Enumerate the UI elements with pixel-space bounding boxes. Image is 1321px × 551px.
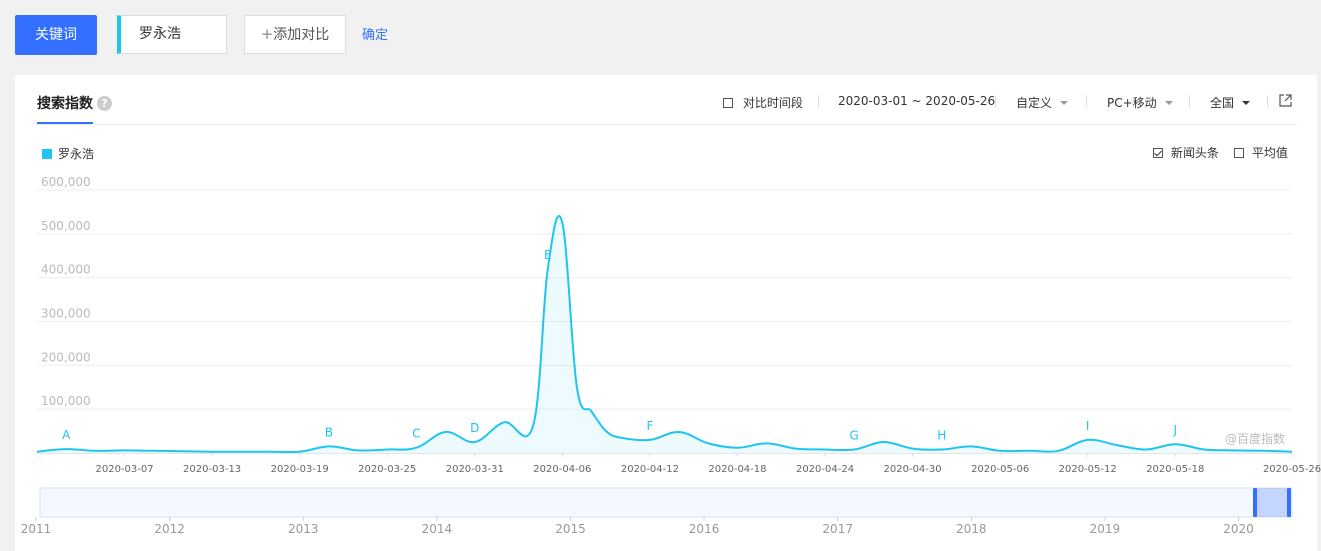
x-tick-label: 2020-04-24: [796, 464, 854, 475]
overview-year-label: 2014: [422, 522, 453, 536]
chart-annotations: A B C D E F G H I J: [62, 248, 1177, 443]
region-label: 全国: [1210, 96, 1235, 110]
search-index-panel: 搜索指数 ? 对比时间段 2020-03-01 ~ 2020-05-26 自定义…: [15, 75, 1317, 551]
x-tick-label: 2020-05-06: [971, 464, 1029, 475]
news-annotation-a[interactable]: A: [62, 428, 71, 442]
tab-search-index[interactable]: 搜索指数: [37, 96, 93, 112]
y-axis: 100,000 200,000 300,000 400,000 500,000 600,0…: [41, 175, 91, 408]
overview-year-label: 2016: [689, 522, 720, 536]
x-tick-label: 2020-04-06: [533, 464, 591, 475]
help-icon[interactable]: ?: [97, 96, 112, 111]
overview-year-label: 2012: [154, 522, 185, 536]
external-link-icon[interactable]: [1279, 94, 1292, 107]
y-tick-label: 200,000: [41, 350, 91, 364]
x-axis: 2020-03-07 2020-03-13 2020-03-19 2020-03-25…: [95, 453, 1321, 475]
overview-track: [39, 487, 1293, 518]
news-headlines-checkbox[interactable]: [1153, 148, 1163, 158]
news-annotation-f[interactable]: F: [646, 419, 653, 433]
y-tick-label: 500,000: [41, 219, 91, 233]
series-area: [37, 215, 1292, 453]
chart-series: [36, 215, 1293, 454]
x-tick-label: 2020-03-31: [446, 464, 504, 475]
keyword-toolbar: 关键词 罗永浩 +添加对比 确定: [0, 0, 1321, 75]
x-tick-label: 2020-05-18: [1146, 464, 1204, 475]
news-annotation-d[interactable]: D: [470, 421, 479, 435]
news-annotation-b[interactable]: B: [325, 425, 333, 439]
average-toggle[interactable]: 平均值: [1234, 144, 1288, 161]
divider: [1086, 95, 1087, 107]
legend-swatch: [42, 149, 52, 159]
overview-year-label: 2020: [1223, 522, 1254, 536]
news-annotation-i[interactable]: I: [1086, 419, 1090, 433]
legend[interactable]: 罗永浩: [42, 145, 94, 162]
range-mode-label: 自定义: [1016, 96, 1053, 110]
range-mode-select[interactable]: 自定义: [1016, 94, 1069, 111]
divider: [1267, 95, 1268, 107]
series-line[interactable]: [36, 215, 1293, 454]
y-tick-label: 600,000: [41, 175, 91, 189]
add-compare-label: 添加对比: [273, 27, 330, 43]
news-annotation-h[interactable]: H: [937, 428, 946, 442]
compare-period-checkbox[interactable]: [723, 98, 733, 108]
chevron-down-icon: [1060, 101, 1069, 105]
chevron-down-icon: [1164, 101, 1173, 105]
compare-period-toggle[interactable]: 对比时间段: [723, 94, 803, 111]
news-headlines-toggle[interactable]: 新闻头条: [1153, 144, 1219, 161]
x-tick-label: 2020-05-12: [1059, 464, 1117, 475]
legend-label: 罗永浩: [58, 147, 95, 161]
divider: [1189, 95, 1190, 107]
keyword-button[interactable]: 关键词: [15, 15, 97, 55]
news-annotation-g[interactable]: G: [850, 428, 859, 442]
device-select[interactable]: PC+移动: [1107, 94, 1173, 111]
y-tick-label: 300,000: [41, 307, 91, 321]
overview-brush-left-handle[interactable]: [1253, 488, 1257, 517]
news-headlines-label: 新闻头条: [1170, 146, 1219, 160]
average-label: 平均值: [1251, 146, 1288, 160]
chart-gridlines: [37, 189, 1292, 454]
news-annotation-j[interactable]: J: [1172, 423, 1177, 437]
x-tick-label: 2020-03-19: [271, 464, 329, 475]
x-tick-label: 2020-05-26: [1263, 464, 1321, 475]
overview-brush[interactable]: [1255, 488, 1289, 517]
active-tab-indicator: [37, 122, 93, 124]
x-tick-label: 2020-04-12: [621, 464, 679, 475]
header-divider: [37, 124, 1297, 125]
news-annotation-c[interactable]: C: [412, 427, 420, 441]
chevron-down-icon: [1242, 101, 1251, 105]
x-tick-label: 2020-03-13: [183, 464, 241, 475]
overview-year-label: 2015: [555, 522, 586, 536]
x-tick-label: 2020-04-30: [884, 464, 942, 475]
divider: [818, 95, 819, 107]
y-tick-label: 100,000: [41, 394, 91, 408]
keyword-input[interactable]: 罗永浩: [117, 15, 227, 54]
average-checkbox[interactable]: [1234, 148, 1244, 158]
news-annotation-e[interactable]: E: [544, 248, 552, 262]
overview-brush-right-handle[interactable]: [1287, 488, 1291, 517]
divider: [995, 95, 996, 107]
confirm-link[interactable]: 确定: [362, 28, 389, 43]
x-tick-label: 2020-04-18: [708, 464, 766, 475]
device-label: PC+移动: [1107, 96, 1157, 110]
overview-timeline: 2011 2012 2013 2014 2015 2016 2017 2018 2019 2020: [21, 487, 1293, 536]
region-select[interactable]: 全国: [1210, 94, 1251, 111]
y-tick-label: 400,000: [41, 263, 91, 277]
date-range-picker[interactable]: 2020-03-01 ~ 2020-05-26: [838, 94, 996, 108]
add-compare-button[interactable]: +添加对比: [244, 15, 346, 54]
overview-year-label: 2013: [288, 522, 319, 536]
overview-year-label: 2017: [822, 522, 853, 536]
plus-icon: +: [260, 25, 274, 43]
overview-year-label: 2018: [956, 522, 987, 536]
x-tick-label: 2020-03-25: [358, 464, 416, 475]
watermark: @百度指数: [1225, 431, 1285, 446]
x-tick-label: 2020-03-07: [95, 464, 153, 475]
overview-year-label: 2011: [21, 522, 52, 536]
compare-period-label: 对比时间段: [742, 96, 803, 110]
overview-year-label: 2019: [1090, 522, 1121, 536]
